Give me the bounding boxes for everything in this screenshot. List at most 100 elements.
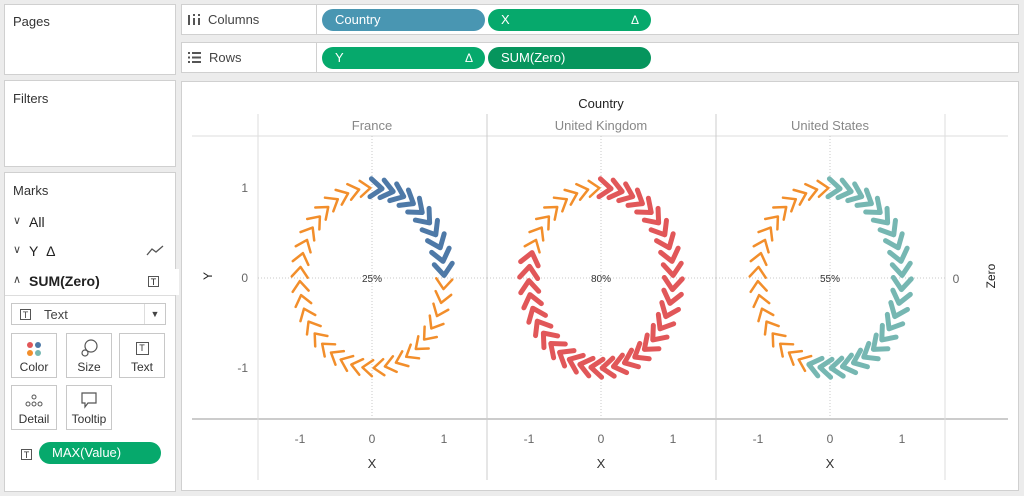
chevron-mark-remaining — [804, 182, 819, 201]
zero-axis-tick: 0 — [953, 272, 960, 286]
chevron-mark-filled — [655, 311, 677, 332]
chevron-mark-remaining — [781, 196, 798, 213]
chevron-mark-filled — [641, 205, 662, 226]
chevron-mark-filled — [839, 352, 859, 376]
chevron-mark-filled — [883, 231, 905, 251]
detail-button[interactable]: Detail — [11, 385, 57, 430]
tooltip-button-label: Tooltip — [71, 412, 107, 426]
marks-layer-sum-zero[interactable]: ∧ SUM(Zero) T — [5, 269, 179, 295]
chevron-mark-filled — [518, 278, 542, 296]
chevron-mark-filled — [634, 195, 654, 216]
x-tick-label: 1 — [899, 432, 906, 446]
chevron-mark-filled — [861, 340, 881, 362]
chevron-mark-remaining — [434, 289, 453, 305]
chevron-mark-filled — [429, 245, 452, 264]
chevron-mark-remaining — [323, 196, 340, 213]
chevron-mark-remaining — [422, 325, 439, 341]
chevron-mark-filled — [641, 332, 662, 352]
marks-layer-all[interactable]: ∨ All — [5, 210, 179, 236]
chevron-mark-filled — [654, 231, 676, 251]
chevron-mark-filled — [577, 355, 596, 379]
chevron-mark-remaining — [394, 350, 410, 368]
marks-layer-y[interactable]: ∨ Y Δ — [5, 239, 179, 265]
chevron-mark-remaining — [432, 302, 450, 318]
x-tick-label: -1 — [753, 432, 764, 446]
chevron-mark-remaining — [299, 307, 317, 323]
chevron-mark-remaining — [305, 320, 322, 336]
x-tick-label: 0 — [827, 432, 834, 446]
chevron-mark-filled — [650, 322, 670, 343]
chevron-mark-remaining — [552, 196, 569, 213]
x-axis-title: X — [597, 456, 606, 471]
rows-icon — [188, 52, 201, 63]
chevron-mark-filled — [518, 250, 541, 269]
y-axis-title: Y — [201, 272, 215, 280]
chevron-mark-remaining — [749, 251, 768, 267]
max-value-pill[interactable]: MAX(Value) — [39, 442, 161, 464]
x-tick-label: 1 — [441, 432, 448, 446]
chevron-mark-remaining — [320, 342, 337, 358]
chevron-mark-remaining — [787, 349, 804, 366]
shelf-divider — [316, 5, 317, 34]
chevron-mark-remaining — [291, 279, 310, 294]
chevron-mark-remaining — [290, 265, 309, 279]
view-canvas: Country Y Zero 0 1 0 -1 France -1 0 1 X 25% Unite… — [181, 81, 1019, 491]
chevron-mark-filled — [877, 217, 898, 238]
marks-title: Marks — [13, 183, 49, 198]
chevron-mark-filled — [367, 176, 385, 200]
chevron-mark-filled — [419, 217, 440, 238]
chevron-mark-filled — [887, 245, 910, 264]
chevron-mark-filled — [660, 260, 684, 278]
text-button[interactable]: T Text — [119, 333, 165, 378]
chevron-mark-filled — [888, 300, 910, 320]
chevron-mark-filled — [850, 347, 870, 370]
chevron-mark-remaining — [305, 215, 322, 231]
chevron-mark-filled — [854, 187, 874, 208]
mark-type-dropdown[interactable]: T Text ▼ — [11, 303, 166, 325]
filters-card[interactable]: Filters — [4, 80, 176, 167]
delta-icon: Δ — [630, 13, 639, 27]
chevron-mark-remaining — [778, 342, 795, 358]
chevron-mark-remaining — [358, 179, 372, 199]
divider — [5, 295, 175, 296]
x-tick-label: 0 — [369, 432, 376, 446]
country-header: United States — [791, 118, 870, 133]
color-button[interactable]: Color — [11, 333, 57, 378]
chevron-mark-remaining — [797, 354, 813, 373]
pages-title: Pages — [13, 14, 50, 29]
chevron-mark-remaining — [563, 188, 579, 206]
chevron-mark-remaining — [350, 357, 365, 376]
y-tick-label: 0 — [241, 271, 248, 285]
country-pill[interactable]: Country — [322, 9, 485, 31]
y-tick-label: -1 — [237, 361, 248, 375]
tooltip-button[interactable]: Tooltip — [66, 385, 112, 430]
chevron-mark-filled — [412, 205, 433, 226]
chevron-mark-filled — [870, 332, 891, 352]
chevron-mark-remaining — [534, 215, 551, 231]
pages-card[interactable]: Pages — [4, 4, 176, 75]
chevron-mark-filled — [806, 355, 825, 379]
y-tick-label: 1 — [241, 181, 248, 195]
text-mark-icon: T — [20, 309, 31, 320]
sum-zero-pill[interactable]: SUM(Zero) — [488, 47, 651, 69]
chevron-mark-remaining — [294, 238, 312, 254]
chevron-mark-filled — [596, 176, 614, 200]
chevron-mark-remaining — [414, 335, 430, 351]
size-button[interactable]: Size — [66, 333, 112, 378]
chevron-mark-remaining — [361, 358, 375, 378]
chevron-mark-remaining — [792, 188, 808, 206]
chevron-mark-filled — [548, 340, 568, 361]
detail-button-label: Detail — [18, 412, 50, 426]
marks-card: Marks ∨ All ∨ Y Δ ∧ SUM(Zero) T T Text ▼… — [4, 172, 179, 492]
text-field-icon: T — [21, 449, 32, 460]
chevron-mark-filled — [425, 231, 447, 251]
chevron-mark-remaining — [329, 349, 346, 366]
shelf-divider — [316, 43, 317, 72]
chevron-mark-filled — [599, 355, 617, 379]
rows-shelf-label: Rows — [188, 50, 242, 65]
color-icon — [27, 342, 41, 356]
